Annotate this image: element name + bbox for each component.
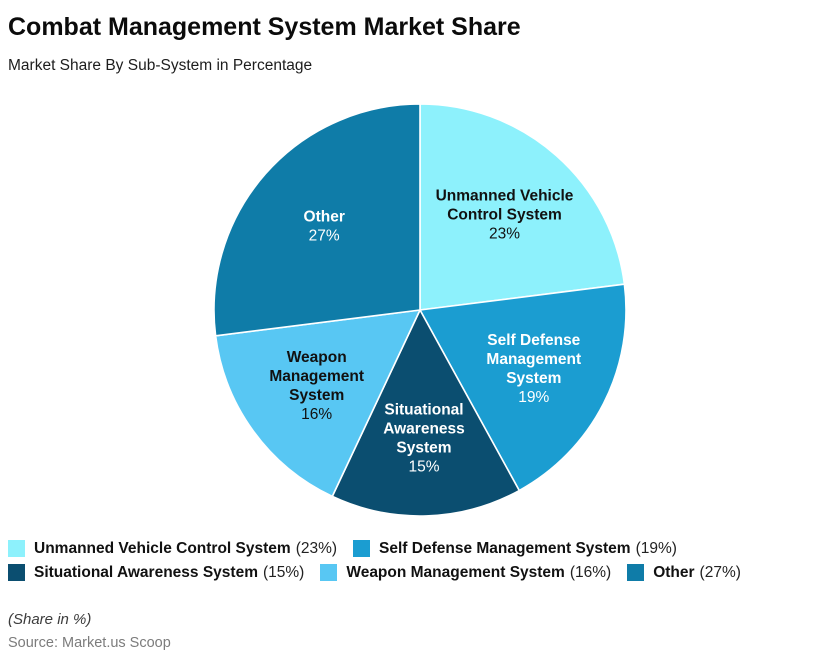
legend-item-other: Other (27%) (627, 564, 741, 581)
pie-slice-self-defense-management-system (419, 283, 627, 492)
pie-slice-unmanned-vehicle-control-system (419, 103, 626, 311)
source-credit: Source: Market.us Scoop (8, 635, 171, 651)
pie-slice-label-other: Other 27% (304, 208, 345, 244)
legend-swatch-self-defense-management-system (353, 540, 371, 557)
legend-swatch-other (627, 564, 645, 581)
pie-slice-situational-awareness-system (331, 309, 521, 517)
legend-item-weapon-management-system: Weapon Management System (16%) (320, 564, 611, 581)
legend-swatch-situational-awareness-system (8, 564, 25, 581)
legend: Unmanned Vehicle Control System (23%) Self… (0, 540, 840, 581)
share-note: (Share in %) (8, 611, 92, 628)
chart-title: Combat Management System Market Share (8, 13, 521, 41)
pie-chart: Unmanned Vehicle Control System 23% Self De… (213, 103, 627, 517)
pie-slice-label-self-defense-management-system: Self Defense Management System 19% (486, 332, 581, 406)
chart-subtitle: Market Share By Sub-System in Percentage (8, 57, 313, 74)
legend-label: Situational Awareness System (34, 564, 258, 581)
legend-item-unmanned-vehicle-control-system: Unmanned Vehicle Control System (23%) (8, 540, 337, 557)
pie-slice-label-situational-awareness-system: Situational Awareness System 15% (383, 402, 465, 476)
pie-slice-label-weapon-management-system: Weapon Management System 16% (269, 349, 364, 423)
legend-share: (16%) (569, 564, 612, 581)
legend-label: Weapon Management System (346, 564, 565, 581)
legend-share: (27%) (699, 564, 741, 581)
legend-label: Self Defense Management System (379, 540, 631, 557)
legend-swatch-unmanned-vehicle-control-system (8, 540, 25, 557)
legend-label: Unmanned Vehicle Control System (34, 540, 291, 557)
pie-slice-weapon-management-system (214, 309, 421, 498)
pie-slice-other (213, 103, 421, 337)
legend-share: (19%) (635, 540, 677, 557)
legend-item-situational-awareness-system: Situational Awareness System (15%) (8, 564, 304, 581)
legend-label: Other (653, 564, 695, 581)
legend-share: (23%) (295, 540, 338, 557)
legend-swatch-weapon-management-system (320, 564, 338, 581)
legend-share: (15%) (262, 564, 305, 581)
legend-item-self-defense-management-system: Self Defense Management System (19%) (353, 540, 677, 557)
pie-slice-label-unmanned-vehicle-control-system: Unmanned Vehicle Control System 23% (436, 188, 574, 243)
